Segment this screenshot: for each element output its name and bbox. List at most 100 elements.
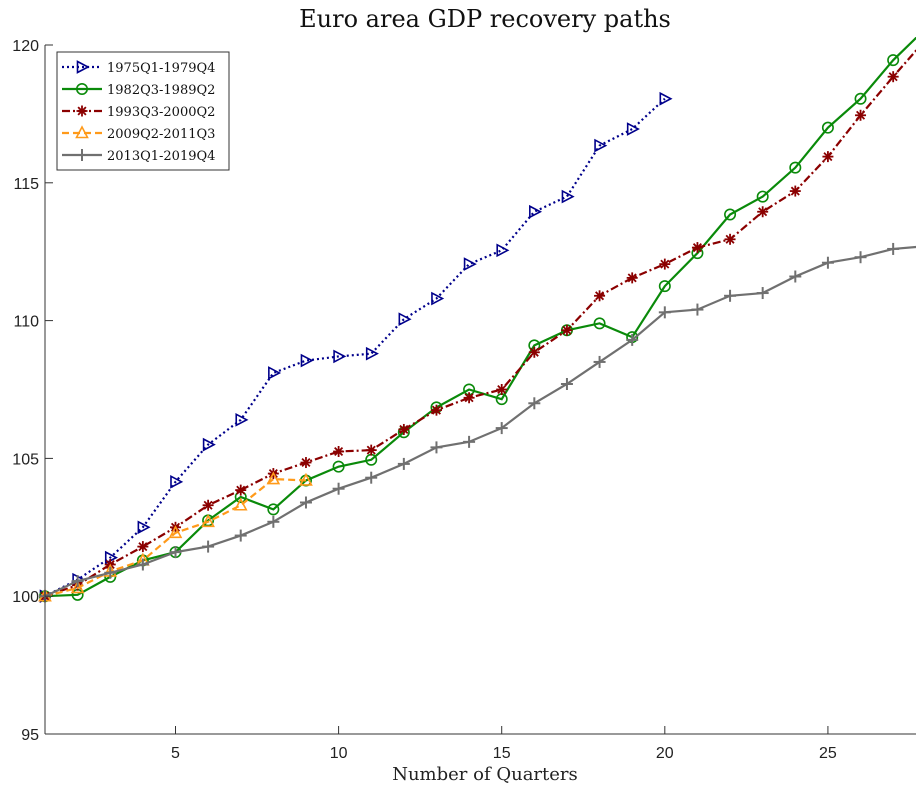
data-point xyxy=(496,384,508,395)
data-point xyxy=(658,306,671,319)
data-point xyxy=(561,189,575,204)
series-1 xyxy=(39,91,673,604)
data-point xyxy=(104,566,117,579)
series-4 xyxy=(38,471,313,602)
data-point xyxy=(496,243,510,258)
x-axis-label: Number of Quarters xyxy=(392,764,578,785)
data-point xyxy=(430,404,442,416)
data-point xyxy=(332,460,345,473)
legend-marker xyxy=(75,125,89,139)
y-tick-label: 120 xyxy=(12,38,39,55)
data-point xyxy=(137,541,149,553)
data-point xyxy=(529,204,543,219)
data-point xyxy=(266,471,281,485)
data-point xyxy=(854,251,867,264)
data-point xyxy=(365,471,378,484)
data-point xyxy=(170,475,184,489)
legend-marker xyxy=(76,105,88,117)
legend-label: 2013Q1-2019Q4 xyxy=(107,149,215,164)
data-point xyxy=(202,437,216,452)
data-point xyxy=(822,151,834,163)
data-point xyxy=(268,366,282,380)
data-point xyxy=(626,272,638,284)
data-point xyxy=(789,185,801,197)
data-point xyxy=(463,392,475,404)
data-point xyxy=(299,496,312,509)
data-point xyxy=(757,206,769,218)
x-tick-label: 5 xyxy=(171,745,180,762)
data-point xyxy=(659,258,671,270)
data-point xyxy=(593,317,606,330)
data-point xyxy=(789,161,802,174)
series-5 xyxy=(39,242,916,603)
data-point xyxy=(234,529,247,542)
x-tick-label: 20 xyxy=(656,745,674,762)
data-point xyxy=(855,109,867,121)
legend-marker xyxy=(76,60,90,74)
legend-entry: 1975Q1-1979Q4 xyxy=(62,60,215,76)
data-point xyxy=(267,515,280,528)
data-point xyxy=(235,412,249,427)
data-point xyxy=(724,208,737,221)
x-tick-label: 25 xyxy=(819,745,837,762)
data-point xyxy=(887,54,900,67)
series-line xyxy=(44,48,916,598)
data-point xyxy=(201,514,215,528)
legend-label: 1982Q3-1989Q2 xyxy=(107,83,215,98)
data-point xyxy=(594,290,606,302)
legend-entry: 2013Q1-2019Q4 xyxy=(62,149,215,164)
legend-label: 2009Q2-2011Q3 xyxy=(107,127,215,142)
data-point xyxy=(854,92,867,105)
data-point xyxy=(70,580,85,594)
series-line xyxy=(44,245,916,598)
data-point xyxy=(528,346,540,358)
data-point xyxy=(659,91,673,106)
data-point xyxy=(332,482,345,495)
data-point xyxy=(398,423,410,435)
series-3 xyxy=(39,48,916,602)
data-point xyxy=(233,497,248,511)
series-line xyxy=(44,477,307,598)
data-point xyxy=(235,484,247,496)
data-point xyxy=(300,457,312,469)
data-point xyxy=(300,353,314,368)
data-point xyxy=(821,121,834,134)
y-tick-label: 115 xyxy=(13,176,39,193)
data-point xyxy=(137,520,151,535)
data-point xyxy=(626,333,639,346)
data-point xyxy=(333,349,347,364)
data-point xyxy=(821,256,834,269)
data-point xyxy=(691,242,703,254)
data-point xyxy=(398,312,412,327)
y-tick-label: 95 xyxy=(21,727,39,744)
data-point xyxy=(756,287,769,300)
legend: 1975Q1-1979Q4 1982Q3-1989Q2 1993Q3-2000Q2 2… xyxy=(56,51,230,171)
data-point xyxy=(365,346,379,361)
data-point xyxy=(71,575,84,588)
series-line xyxy=(44,37,916,598)
data-point xyxy=(365,444,377,456)
data-point xyxy=(463,435,476,448)
legend-entry: 1982Q3-1989Q2 xyxy=(62,83,215,98)
data-point xyxy=(626,122,640,136)
data-point xyxy=(168,525,183,539)
data-point xyxy=(136,558,149,571)
x-tick-label: 10 xyxy=(330,745,348,762)
x-tick-label: 15 xyxy=(493,745,511,762)
data-point xyxy=(724,233,736,245)
legend-marker xyxy=(76,149,88,161)
chart-title: Euro area GDP recovery paths xyxy=(299,5,671,33)
data-point xyxy=(593,355,606,368)
data-point xyxy=(887,242,900,255)
data-point xyxy=(397,457,410,470)
data-point xyxy=(691,303,704,316)
y-tick-label: 100 xyxy=(12,589,39,606)
data-point xyxy=(299,472,313,486)
data-point xyxy=(724,289,737,302)
axes: 95 100 105 110 115 120 5 10 15 20 25 xyxy=(12,38,916,762)
legend-label: 1993Q3-2000Q2 xyxy=(107,105,215,120)
data-point xyxy=(560,377,573,390)
data-point xyxy=(528,397,541,410)
data-point xyxy=(430,441,443,454)
